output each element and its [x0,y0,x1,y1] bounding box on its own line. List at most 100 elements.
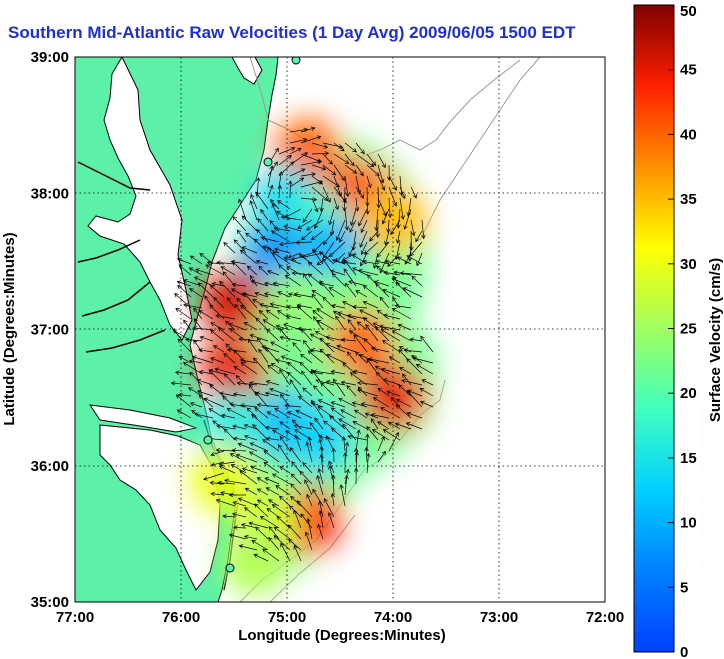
x-axis-ticks: 77:00 76:00 75:00 74:00 73:00 72:00 [56,609,624,626]
colorbar-tick-label: 30 [680,256,697,273]
velocity-vector [193,276,214,287]
map-title: Southern Mid-Atlantic Raw Velocities (1 … [8,23,576,42]
velocity-vector [285,430,302,441]
velocity-vector [311,293,324,309]
velocity-vector [335,252,346,263]
velocity-vector [399,367,412,375]
velocity-vector [395,398,412,408]
velocity-vector [244,507,258,518]
velocity-vector [298,395,313,408]
velocity-vector [366,153,377,166]
velocity-vector [256,477,269,485]
velocity-vector [379,296,390,309]
velocity-vector [246,265,258,276]
velocity-vector [276,210,291,221]
velocity-vector [306,493,313,507]
velocity-vector [316,308,335,320]
velocity-vector [277,444,291,463]
colorbar-tick-label: 15 [680,450,697,467]
velocity-vector [235,453,258,463]
velocity-vector [340,409,357,419]
velocity-vector [213,345,225,353]
velocity-vector [220,490,236,496]
velocity-vector [271,473,291,485]
velocity-vector [355,186,365,199]
velocity-vector [317,399,335,408]
velocity-vector [348,280,368,287]
velocity-vector [191,355,214,364]
velocity-vector [176,257,192,265]
velocity-vector [388,356,401,364]
velocity-vector [189,371,203,386]
velocity-vector [406,411,423,419]
velocity-vector [215,498,236,507]
velocity-vector [220,266,236,276]
velocity-vector [363,338,379,353]
velocity-vector [370,412,390,419]
velocity-vector [256,228,269,243]
velocity-vector [386,390,401,397]
velocity-vector [300,197,318,202]
velocity-vector [346,385,357,397]
velocity-vector [331,474,336,496]
velocity-vector [193,317,203,331]
velocity-vector [233,436,247,441]
velocity-vector [335,219,346,241]
velocity-vector [352,369,368,375]
velocity-vector [375,282,390,298]
velocity-vector [319,348,335,364]
velocity-vector [174,370,192,375]
velocity-vector [306,517,313,540]
radar-site-marker [225,563,235,573]
velocity-vector [359,309,379,320]
velocity-vector [333,153,350,164]
x-tick-label: 75:00 [268,609,306,626]
velocity-cell [263,268,332,337]
velocity-vector [216,260,236,265]
velocity-vector [369,230,379,242]
velocity-vector [266,328,280,342]
velocity-vector [240,522,258,529]
velocity-vector [243,292,258,309]
velocity-vector [322,296,335,309]
velocity-vector [319,453,324,474]
velocity-vector [377,436,385,452]
velocity-vector [352,421,368,430]
velocity-vector [377,175,386,191]
velocity-vector [375,371,390,386]
velocity-vector [252,424,269,441]
velocity-vector [238,544,258,551]
velocity-vector [256,337,269,353]
velocity-vector [405,422,423,430]
velocity-vector [353,467,359,485]
velocity-vector [194,412,214,419]
velocity-vector [254,503,269,518]
velocity-vector [196,378,214,386]
velocity-vector [323,497,335,518]
velocity-vector [267,364,280,375]
velocity-vector [361,259,379,265]
velocity-vector [196,389,214,397]
velocity-vector [208,369,225,386]
velocity-vector [290,495,302,507]
velocity-vector [364,241,379,255]
velocity-vector [330,401,346,408]
velocity-vector [239,470,258,485]
velocity-vector [355,164,364,177]
velocity-vector [172,329,192,342]
velocity-vector [366,164,380,177]
colorbar-tick-label: 35 [680,191,697,208]
velocity-vector [382,313,401,320]
velocity-vector [376,309,390,320]
x-tick-label: 73:00 [480,609,518,626]
velocity-vector [330,407,346,419]
velocity-vector [253,357,269,375]
velocity-vector [365,323,379,342]
velocity-vector [277,291,291,298]
velocity-vector [396,256,412,265]
velocity-vector [302,208,313,223]
velocity-vector [367,357,390,364]
velocity-vector [170,381,192,386]
velocity-vector [359,230,368,248]
